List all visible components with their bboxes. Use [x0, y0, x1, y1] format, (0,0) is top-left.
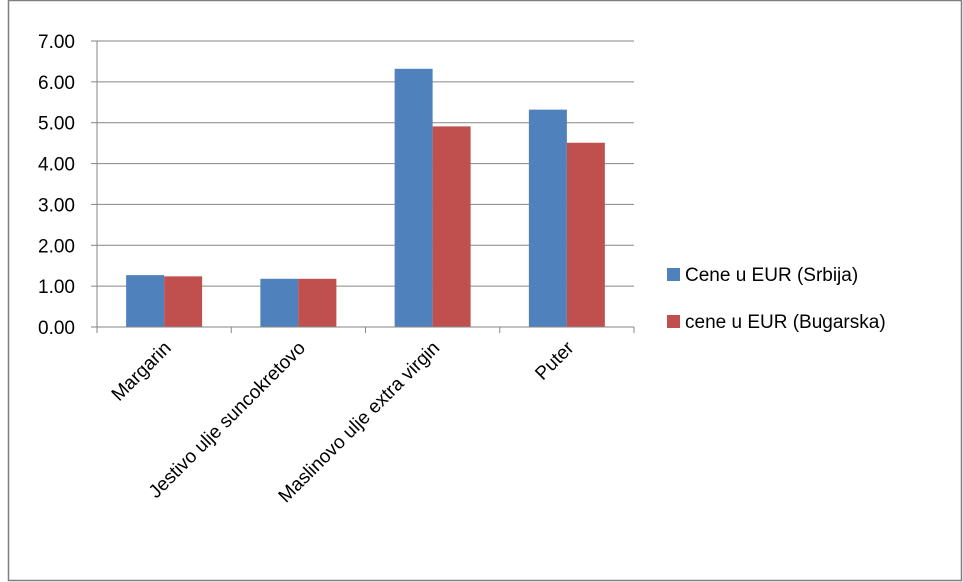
- bars: [126, 68, 605, 328]
- y-tick-label: 2.00: [38, 236, 75, 257]
- legend: Cene u EUR (Srbija) cene u EUR (Bugarska): [667, 265, 886, 333]
- bar: [394, 68, 433, 327]
- y-tick-label: 7.00: [38, 32, 75, 53]
- axes: [96, 41, 635, 333]
- bar: [260, 278, 299, 327]
- y-tick-label: 3.00: [38, 195, 75, 216]
- bar: [432, 126, 471, 328]
- bar: [126, 275, 165, 327]
- legend-swatch: [667, 315, 680, 328]
- y-tick-label: 1.00: [38, 277, 75, 298]
- bar: [528, 109, 567, 327]
- legend-label: cene u EUR (Bugarska): [685, 312, 886, 333]
- bar: [164, 276, 203, 327]
- y-tick-label: 0.00: [38, 318, 75, 339]
- legend-swatch: [667, 268, 680, 281]
- y-tick-label: 5.00: [38, 114, 75, 135]
- bar: [566, 142, 605, 327]
- legend-label: Cene u EUR (Srbija): [685, 265, 858, 286]
- y-tick-label: 4.00: [38, 155, 75, 176]
- bar: [298, 278, 337, 327]
- y-tick-label: 6.00: [38, 73, 75, 94]
- y-axis-ticks: 0.00 1.00 2.00 3.00 4.00 5.00 6.00 7.00: [38, 32, 75, 339]
